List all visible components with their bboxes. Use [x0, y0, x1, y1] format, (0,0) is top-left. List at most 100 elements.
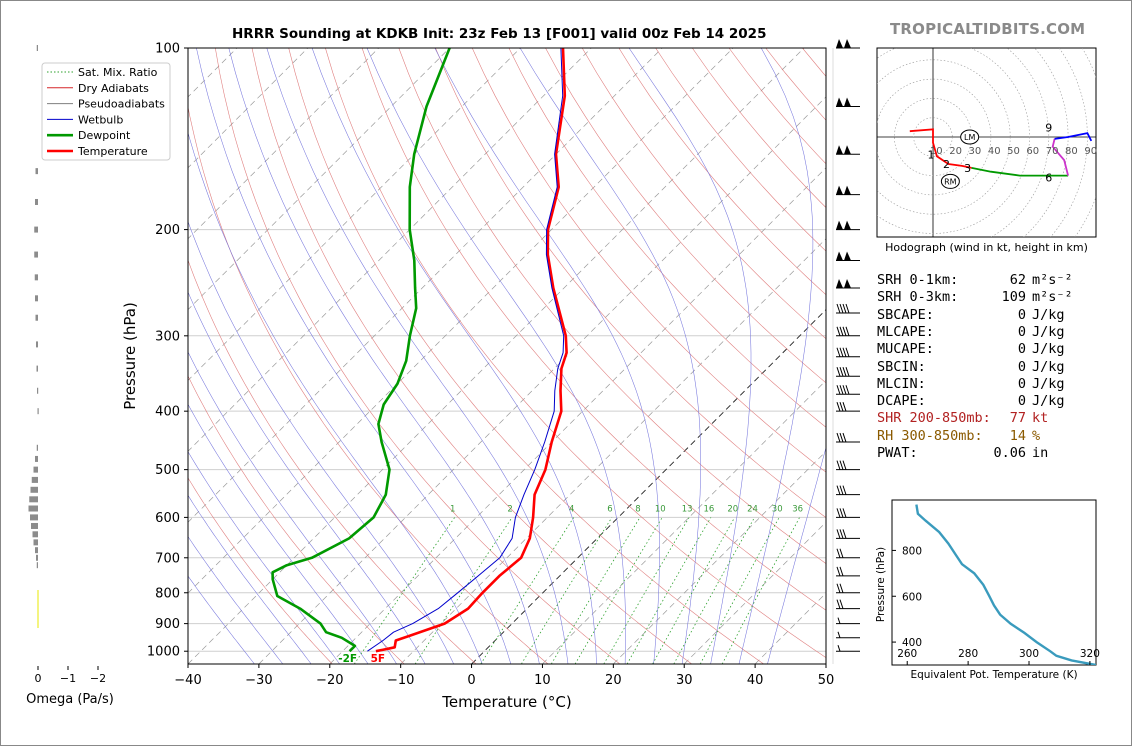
hodo-segment — [1054, 132, 1093, 142]
wind-barb — [836, 529, 860, 539]
mixing-ratio-line — [574, 517, 663, 664]
omega-axis-label: Omega (Pa/s) — [26, 692, 114, 707]
legend-label: Temperature — [77, 145, 148, 158]
dry-adiabat — [471, 48, 826, 473]
omega-bar — [31, 522, 38, 529]
y-tick-label: 100 — [155, 42, 180, 57]
isotherm-line — [188, 48, 805, 664]
hodo-ring — [990, 48, 1050, 237]
mixing-ratio-line — [699, 517, 780, 664]
dry-adiabat — [188, 259, 477, 664]
isotherm-line — [542, 379, 826, 664]
index-label: MUCAPE: — [877, 341, 934, 358]
x-tick-label: −40 — [174, 673, 201, 688]
dry-adiabat — [188, 477, 333, 664]
hodo-ring — [877, 59, 1011, 215]
isotherm-line — [188, 48, 450, 311]
index-unit: J/kg — [1032, 375, 1065, 392]
wind-barb — [836, 583, 860, 594]
index-row: SHR 200-850mb: 77 kt — [877, 410, 1092, 427]
mixing-ratio-label: 30 — [772, 504, 783, 514]
omega-bar — [30, 486, 38, 493]
pseudoadiabat — [188, 451, 340, 664]
legend-box — [41, 62, 171, 161]
chart-title: HRRR Sounding at KDKB Init: 23z Feb 13 [… — [232, 26, 767, 42]
omega-bar — [36, 341, 38, 348]
mixing-ratio-label: 6 — [607, 504, 612, 514]
wind-barb — [836, 599, 860, 610]
isotherm-line — [188, 48, 309, 169]
hodo-ring-label: 20 — [949, 146, 962, 157]
index-unit: J/kg — [1032, 306, 1065, 323]
wind-barb — [836, 220, 860, 231]
x-tick-label: 40 — [747, 673, 764, 688]
thetae-y-tick-label: 800 — [902, 545, 922, 557]
wind-barb — [836, 548, 860, 559]
y-tick-label: 400 — [155, 405, 180, 420]
wind-barb — [836, 432, 860, 443]
omega-bar — [29, 496, 38, 503]
omega-bar — [35, 547, 38, 554]
hodo-ring-label: 70 — [1046, 146, 1059, 157]
index-value: 0 — [1017, 341, 1026, 358]
omega-bar — [36, 365, 38, 372]
omega-bar — [34, 226, 38, 233]
index-value: 77 — [1009, 410, 1026, 427]
wind-barb — [836, 485, 860, 496]
index-row: SRH 0-1km: 62 m²s⁻² — [877, 272, 1092, 289]
surface-dewpoint-label: -2F — [338, 653, 357, 665]
hodo-ring — [1050, 48, 1088, 237]
index-row: PWAT: 0.06 in — [877, 445, 1092, 462]
pseudoadiabat — [188, 291, 426, 664]
index-value: 0 — [1017, 306, 1026, 323]
isotherm-line — [683, 521, 826, 664]
hodo-segment — [1051, 138, 1069, 176]
index-unit: J/kg — [1032, 393, 1065, 410]
y-tick-label: 800 — [155, 586, 180, 601]
omega-bar — [35, 168, 38, 175]
hodo-height-label: 3 — [964, 162, 971, 175]
index-unit: m²s⁻² — [1032, 272, 1073, 288]
mixing-ratio-line — [673, 517, 755, 664]
dry-adiabat — [288, 48, 764, 664]
y-tick-label: 600 — [155, 511, 180, 526]
mixing-ratio-label: 16 — [703, 504, 714, 514]
thetae-x-tick-label: 260 — [897, 648, 917, 660]
wind-barb — [836, 402, 860, 412]
x-axis-label: Temperature (°C) — [441, 693, 571, 711]
y-tick-label: 200 — [155, 223, 180, 238]
pseudoadiabat — [628, 48, 752, 664]
pseudoadiabat — [311, 48, 597, 664]
y-axis-label: Pressure (hPa) — [121, 302, 139, 410]
dry-adiabat — [435, 48, 826, 518]
x-tick-label: 30 — [676, 673, 693, 688]
index-label: SBCIN: — [877, 358, 926, 375]
isotherm-line — [613, 450, 826, 664]
dry-adiabat — [545, 48, 826, 384]
mixing-ratio-label: 10 — [655, 504, 666, 514]
mixing-ratio-label: 24 — [747, 504, 758, 514]
omega-bar — [28, 505, 38, 512]
hodo-ring-label: 90 — [1084, 146, 1097, 157]
index-row: DCAPE: 0 J/kg — [877, 393, 1092, 410]
zero-isotherm — [471, 308, 826, 664]
pseudoadiabat — [519, 48, 701, 664]
thetae-frame — [891, 499, 1097, 666]
legend-label: Dry Adiabats — [78, 82, 149, 95]
hodograph-frame — [876, 47, 1097, 238]
index-value: 0 — [1017, 375, 1026, 392]
x-tick-label: −20 — [316, 673, 343, 688]
wind-barb — [836, 645, 860, 652]
mixing-ratio-line — [652, 517, 736, 664]
mixing-ratio-label: 4 — [569, 504, 574, 514]
hodo-height-label: 6 — [1045, 172, 1052, 185]
hodo-height-label: 2 — [943, 158, 950, 171]
mixing-ratio-line — [626, 517, 712, 664]
index-value: 14 — [1009, 427, 1026, 444]
index-label: PWAT: — [877, 445, 918, 461]
omega-bar — [31, 476, 38, 483]
omega-bar — [33, 539, 38, 546]
series-wetbulb — [367, 48, 565, 652]
hodograph-area — [877, 48, 1096, 237]
